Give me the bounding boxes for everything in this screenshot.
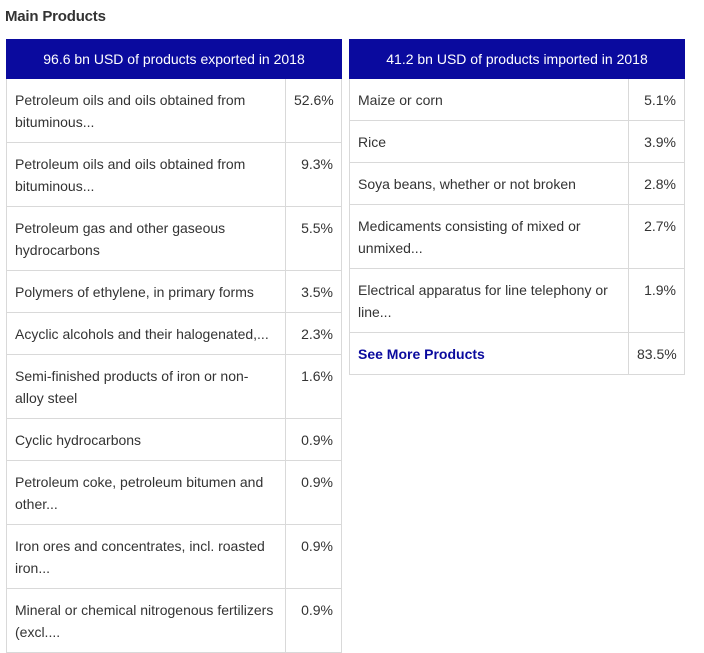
import-product-name: Medicaments consisting of mixed or unmix… [349, 204, 629, 269]
see-more-row: See More Products 83.5% [349, 332, 685, 375]
export-product-name: Iron ores and concentrates, incl. roaste… [6, 524, 286, 589]
export-row: Acyclic alcohols and their halogenated,.… [6, 312, 343, 355]
import-product-name: Maize or corn [349, 78, 629, 121]
export-row: Petroleum oils and oils obtained from bi… [6, 142, 343, 207]
export-product-share: 1.6% [284, 354, 343, 419]
import-product-share: 2.7% [628, 204, 685, 269]
export-product-name: Polymers of ethylene, in primary forms [6, 270, 286, 313]
import-product-name: Electrical apparatus for line telephony … [349, 268, 629, 333]
import-row: Rice 3.9% [349, 120, 685, 163]
export-row: Cyclic hydrocarbons 0.9% [6, 418, 343, 461]
export-product-share: 3.5% [284, 270, 343, 313]
export-product-name: Petroleum gas and other gaseous hydrocar… [6, 206, 286, 271]
export-row: Iron ores and concentrates, incl. roaste… [6, 524, 343, 589]
export-row: Petroleum coke, petroleum bitumen and ot… [6, 460, 343, 525]
export-product-name: Petroleum oils and oils obtained from bi… [6, 78, 286, 143]
see-more-products-link[interactable]: See More Products [358, 346, 485, 362]
export-product-share: 0.9% [284, 524, 343, 589]
export-row: Semi-finished products of iron or non-al… [6, 354, 343, 419]
import-row: Medicaments consisting of mixed or unmix… [349, 204, 685, 269]
export-product-share: 52.6% [284, 78, 343, 143]
export-product-name: Semi-finished products of iron or non-al… [6, 354, 286, 419]
export-product-name: Acyclic alcohols and their halogenated,.… [6, 312, 286, 355]
import-product-name: Rice [349, 120, 629, 163]
imports-table-header: 41.2 bn USD of products imported in 2018 [349, 39, 685, 79]
import-row: Maize or corn 5.1% [349, 78, 685, 121]
export-product-name: Cyclic hydrocarbons [6, 418, 286, 461]
section-title: Main Products [5, 8, 106, 25]
import-product-share: 5.1% [628, 78, 685, 121]
export-product-share: 0.9% [284, 460, 343, 525]
import-product-share: 3.9% [628, 120, 685, 163]
import-product-share: 2.8% [628, 162, 685, 205]
import-row: Electrical apparatus for line telephony … [349, 268, 685, 333]
exports-table: 96.6 bn USD of products exported in 2018… [5, 39, 343, 653]
export-row: Petroleum gas and other gaseous hydrocar… [6, 206, 343, 271]
exports-table-header: 96.6 bn USD of products exported in 2018 [5, 39, 343, 79]
export-product-name: Petroleum oils and oils obtained from bi… [6, 142, 286, 207]
import-product-share: 1.9% [628, 268, 685, 333]
imports-table: 41.2 bn USD of products imported in 2018… [349, 39, 685, 375]
export-product-share: 5.5% [284, 206, 343, 271]
export-product-share: 2.3% [284, 312, 343, 355]
import-row: Soya beans, whether or not broken 2.8% [349, 162, 685, 205]
export-product-share: 0.9% [284, 418, 343, 461]
export-row: Polymers of ethylene, in primary forms 3… [6, 270, 343, 313]
export-product-name: Petroleum coke, petroleum bitumen and ot… [6, 460, 286, 525]
export-product-share: 0.9% [284, 588, 343, 653]
import-product-name: Soya beans, whether or not broken [349, 162, 629, 205]
export-row: Mineral or chemical nitrogenous fertiliz… [6, 588, 343, 653]
see-more-share: 83.5% [628, 332, 685, 375]
export-product-share: 9.3% [284, 142, 343, 207]
see-more-cell: See More Products [349, 332, 629, 375]
export-product-name: Mineral or chemical nitrogenous fertiliz… [6, 588, 286, 653]
export-row: Petroleum oils and oils obtained from bi… [6, 78, 343, 143]
